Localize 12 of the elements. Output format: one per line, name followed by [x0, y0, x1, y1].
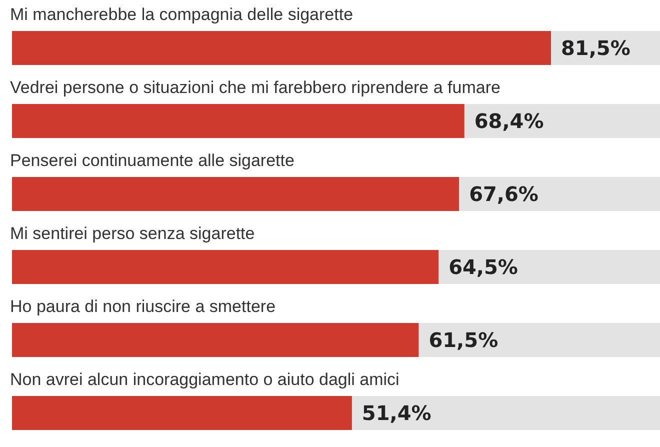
data-label: 51,4% — [362, 401, 432, 425]
y-tick-label: Mi mancherebbe la compagnia delle sigarette — [10, 5, 354, 24]
y-tick-label: Non avrei alcun incoraggiamento o aiuto dagli amici — [10, 370, 400, 389]
data-label: 64,5% — [448, 255, 518, 279]
data-label: 67,6% — [469, 182, 538, 206]
data-label: 81,5% — [561, 36, 630, 60]
data-label: 68,4% — [474, 109, 544, 133]
y-tick-label: Mi sentirei perso senza sigarette — [10, 224, 255, 243]
y-tick-label: Ho paura di non riuscire a smettere — [10, 297, 276, 316]
y-tick-label: Vedrei persone o situazioni che mi farebbero riprendere a fumare — [10, 78, 500, 97]
y-tick-label: Penserei continuamente alle sigarette — [10, 151, 294, 170]
data-label: 61,5% — [428, 328, 498, 352]
